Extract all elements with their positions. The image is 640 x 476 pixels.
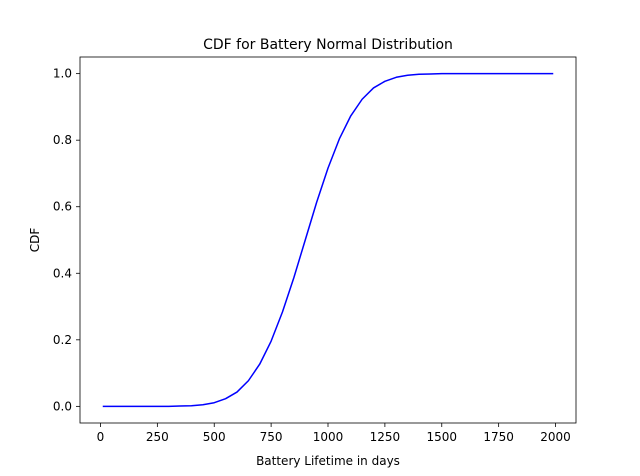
x-axis-ticks: 0 250 500 750 1000 1250 1500 1750 2000: [97, 423, 571, 444]
y-axis-ticks: 0.0 0.2 0.4 0.6 0.8 1.0: [53, 67, 80, 413]
x-tick-label: 1250: [370, 430, 401, 444]
x-axis-label: Battery Lifetime in days: [256, 454, 400, 468]
x-tick-label: 250: [146, 430, 169, 444]
y-tick-label: 0.6: [53, 200, 72, 214]
axes-frame: [79, 56, 577, 424]
y-tick-label: 0.2: [53, 333, 72, 347]
y-tick-label: 1.0: [53, 67, 72, 81]
x-tick-label: 500: [203, 430, 226, 444]
y-tick-label: 0.4: [53, 266, 72, 280]
x-tick-label: 1000: [313, 430, 344, 444]
y-tick-label: 0.8: [53, 133, 72, 147]
cdf-line-series-0: [102, 72, 554, 408]
y-tick-label: 0.0: [53, 399, 72, 413]
x-tick-label: 1500: [426, 430, 457, 444]
plot-area: [79, 56, 577, 424]
x-tick-label: 1750: [483, 430, 514, 444]
x-tick-label: 0: [97, 430, 105, 444]
chart-title: CDF for Battery Normal Distribution: [203, 37, 453, 53]
y-axis-label: CDF: [28, 228, 42, 253]
x-tick-label: 2000: [540, 430, 571, 444]
x-tick-label: 750: [260, 430, 283, 444]
